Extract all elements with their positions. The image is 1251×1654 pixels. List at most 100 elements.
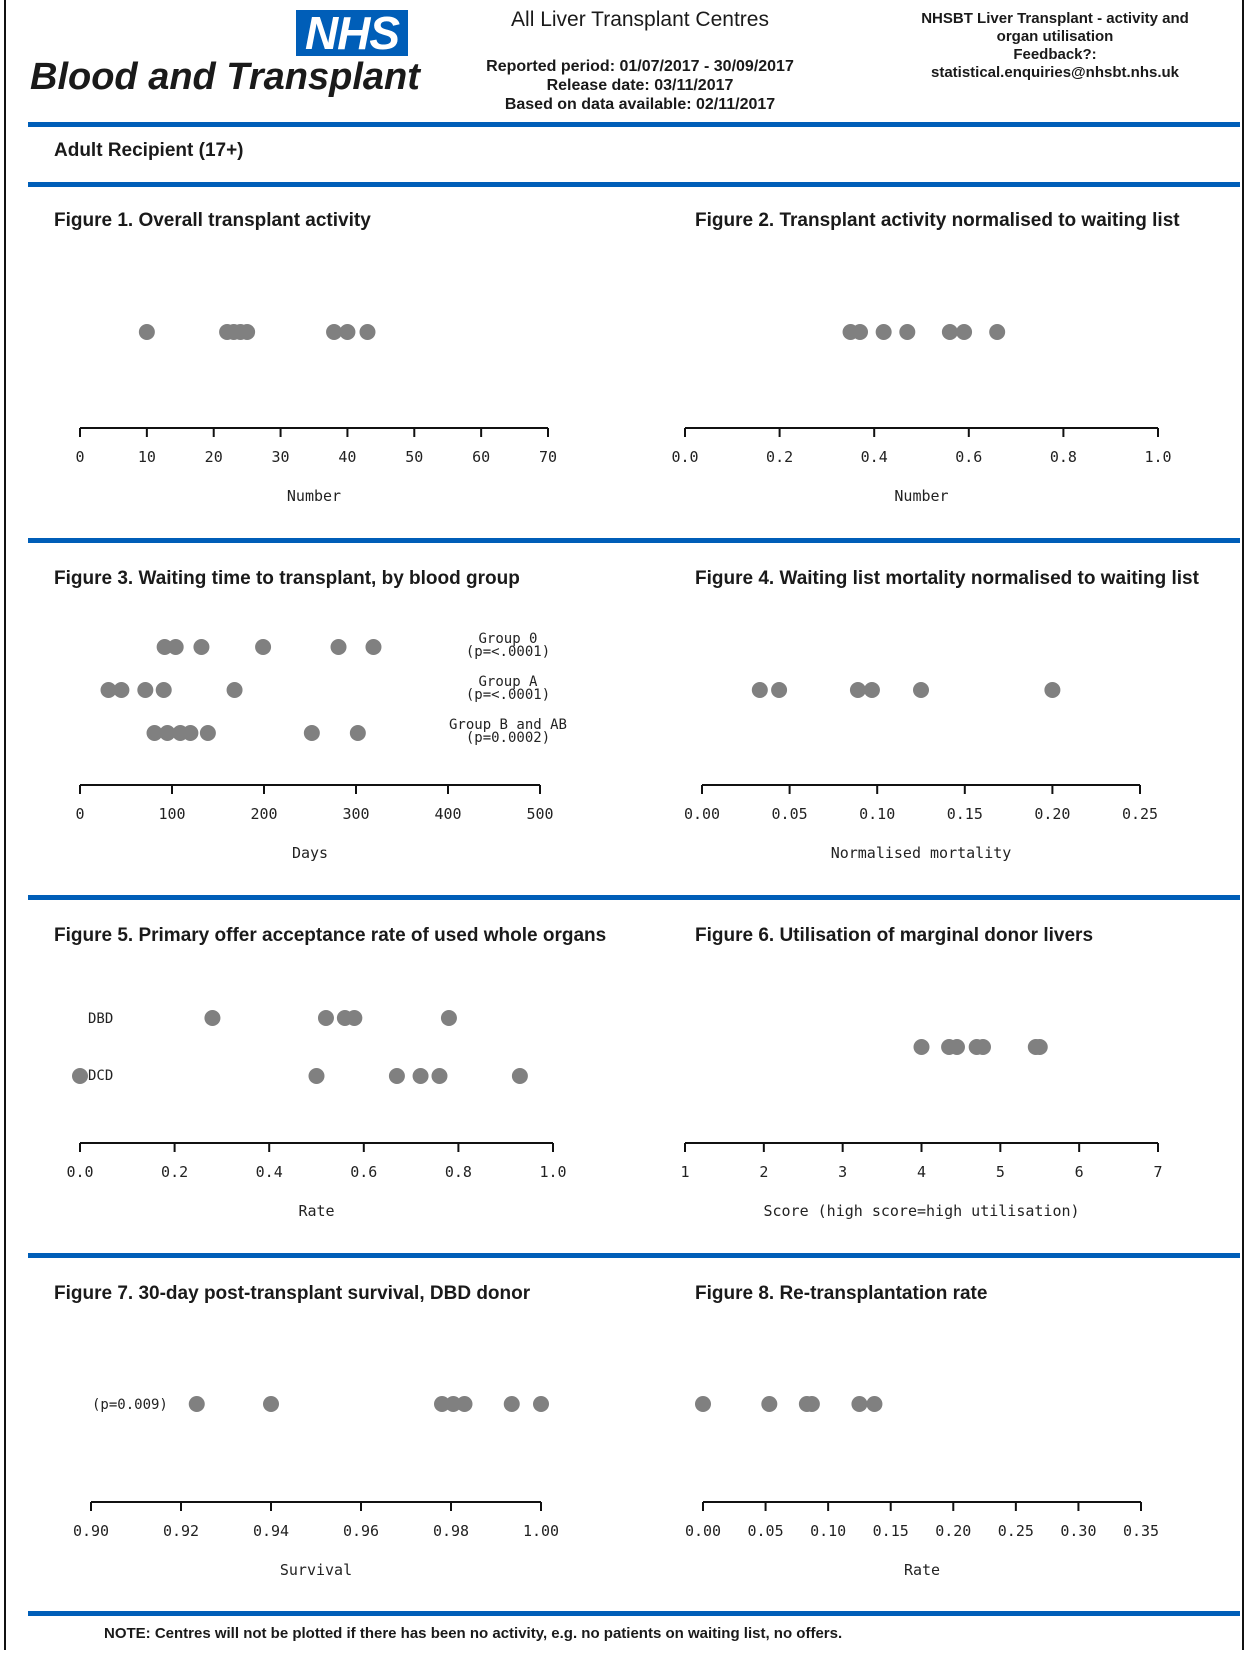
figure-7-data-point xyxy=(503,1396,520,1412)
figure-5-data-point xyxy=(388,1068,405,1084)
figure-3-title: Figure 3. Waiting time to transplant, by… xyxy=(54,568,520,589)
figure-2-data-point xyxy=(852,324,869,340)
figure-5-tick-label: 0.0 xyxy=(66,1163,93,1181)
figure-6-data-point xyxy=(974,1039,991,1055)
figure-8-data-point xyxy=(851,1396,868,1412)
figure-6-data-point xyxy=(1031,1039,1048,1055)
figure-2-tick-label: 0.4 xyxy=(861,448,888,466)
figure-3-data-point xyxy=(349,725,366,741)
divider-rule xyxy=(28,122,1240,127)
figure-3-series-label: Group A xyxy=(478,674,538,690)
figure-4-x-axis-label: Normalised mortality xyxy=(831,844,1012,862)
figure-5-data-point xyxy=(440,1010,457,1026)
footer-note: NOTE: Centres will not be plotted if the… xyxy=(104,1625,843,1642)
figure-8-data-point xyxy=(761,1396,778,1412)
figure-1-title: Figure 1. Overall transplant activity xyxy=(54,210,371,231)
figure-3-series-label: Group 0 xyxy=(478,631,537,647)
figure-3-tick-label: 200 xyxy=(250,805,277,823)
figure-4-data-point xyxy=(913,682,929,698)
figure-6-data-point xyxy=(948,1039,965,1055)
figure-2-tick-label: 0.8 xyxy=(1050,448,1077,466)
figure-3-data-point xyxy=(113,682,130,698)
figure-7-tick-label: 0.98 xyxy=(433,1522,469,1540)
figure-8-data-point xyxy=(866,1396,883,1412)
figure-5-tick-label: 0.6 xyxy=(350,1163,377,1181)
figure-3-tick-label: 0 xyxy=(75,805,84,823)
figure-2-title: Figure 2. Transplant activity normalised… xyxy=(695,210,1180,231)
figure-3-data-point xyxy=(199,725,216,741)
figure-8-x-axis-label: Rate xyxy=(904,1561,940,1579)
figure-3-tick-label: 500 xyxy=(526,805,553,823)
figure-7-tick-label: 1.00 xyxy=(523,1522,559,1540)
figure-1-data-point xyxy=(239,324,256,340)
figure-7-title: Figure 7. 30-day post-transplant surviva… xyxy=(54,1283,531,1304)
figure-4-data-point xyxy=(771,682,788,698)
figure-7-data-point xyxy=(434,1396,450,1412)
figure-1-tick-label: 40 xyxy=(338,448,356,466)
figure-2-tick-label: 0.2 xyxy=(766,448,793,466)
figure-7-data-point xyxy=(263,1396,279,1412)
figure-4-data-point xyxy=(751,682,768,698)
figure-4-tick-label: 0.25 xyxy=(1122,805,1158,823)
figure-6-tick-label: 6 xyxy=(1075,1163,1084,1181)
data-available-date: Based on data available: 02/11/2017 xyxy=(504,96,776,113)
figure-8-data-point xyxy=(695,1396,711,1412)
figure-8-tick-label: 0.20 xyxy=(935,1522,971,1540)
figure-6-tick-label: 3 xyxy=(838,1163,847,1181)
figure-2-tick-label: 1.0 xyxy=(1144,448,1171,466)
figure-1-data-point xyxy=(138,324,155,340)
figure-2-data-point xyxy=(989,324,1006,340)
figure-4-data-point xyxy=(849,682,866,698)
figure-1-tick-label: 30 xyxy=(272,448,290,466)
divider-rule xyxy=(28,1253,1240,1258)
figure-4-title: Figure 4. Waiting list mortality normali… xyxy=(695,568,1199,589)
figure-8-tick-label: 0.30 xyxy=(1060,1522,1096,1540)
figure-3-data-point xyxy=(255,639,272,655)
figure-8-tick-label: 0.05 xyxy=(748,1522,784,1540)
figure-3-data-point xyxy=(303,725,320,741)
figure-4-tick-label: 0.20 xyxy=(1034,805,1070,823)
figure-1-data-point xyxy=(359,324,376,340)
figure-3-series-label: Group B and AB xyxy=(449,717,567,733)
figure-8-tick-label: 0.25 xyxy=(998,1522,1034,1540)
figure-5-tick-label: 0.8 xyxy=(445,1163,472,1181)
figure-5-data-point xyxy=(431,1068,448,1084)
figure-3-series-sublabel: (p=<.0001) xyxy=(466,644,550,660)
figure-2-tick-label: 0.0 xyxy=(671,448,698,466)
figure-3-data-point xyxy=(100,682,117,698)
figure-8-tick-label: 0.10 xyxy=(810,1522,846,1540)
figure-6-data-point xyxy=(913,1039,930,1055)
figure-6-title: Figure 6. Utilisation of marginal donor … xyxy=(695,925,1094,946)
section-label: Adult Recipient (17+) xyxy=(54,140,244,161)
figure-6-tick-label: 4 xyxy=(917,1163,926,1181)
report-info: NHSBT Liver Transplant - activity and or… xyxy=(900,10,1210,82)
figure-3-data-point xyxy=(156,639,173,655)
org-name: Blood and Transplant xyxy=(30,56,420,98)
figure-3-tick-label: 300 xyxy=(342,805,369,823)
figure-8-tick-label: 0.00 xyxy=(685,1522,721,1540)
figure-7-data-point xyxy=(456,1396,473,1412)
figure-1-data-point xyxy=(326,324,343,340)
figure-3-data-point xyxy=(159,725,176,741)
figure-7-series-label: (p=0.009) xyxy=(92,1397,168,1413)
figure-3-tick-label: 100 xyxy=(158,805,185,823)
figure-3-data-point xyxy=(193,639,210,655)
figure-5-series-label: DCD xyxy=(88,1068,113,1084)
figure-1-data-point xyxy=(339,324,356,340)
figure-3-data-point xyxy=(226,682,243,698)
figure-1-tick-label: 50 xyxy=(405,448,423,466)
figure-3-data-point xyxy=(146,725,163,741)
figure-8-data-point xyxy=(803,1396,820,1412)
figure-7-data-point xyxy=(533,1396,549,1412)
figure-5-tick-label: 0.4 xyxy=(256,1163,283,1181)
release-date: Release date: 03/11/2017 xyxy=(546,77,734,94)
figure-3-data-point xyxy=(137,682,154,698)
figure-5-series-label: DBD xyxy=(88,1011,113,1027)
figure-2-data-point xyxy=(899,324,916,340)
figure-4-tick-label: 0.00 xyxy=(684,805,720,823)
feedback-email[interactable]: statistical.enquiries@nhsbt.nhs.uk xyxy=(930,64,1179,81)
figure-4-tick-label: 0.10 xyxy=(859,805,895,823)
figure-3-data-point xyxy=(365,639,382,655)
figure-4-tick-label: 0.15 xyxy=(947,805,983,823)
